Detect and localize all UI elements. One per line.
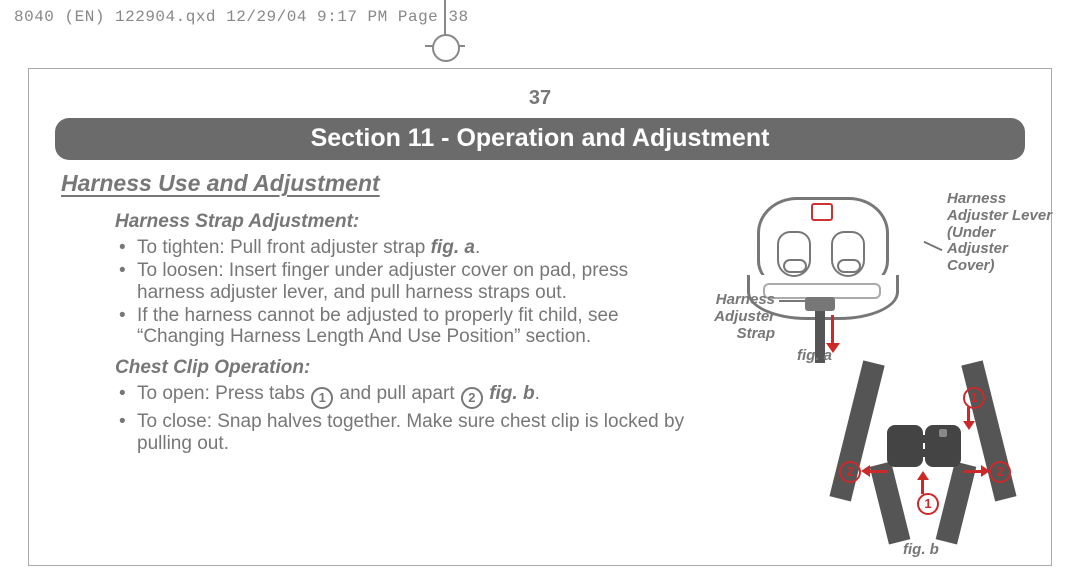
step-1-marker: 1 bbox=[963, 387, 985, 409]
chest-clip-heading: Chest Clip Operation: bbox=[115, 357, 685, 379]
fig-ref: fig. b bbox=[489, 383, 534, 404]
bullet-tighten: To tighten: Pull front adjuster strap fi… bbox=[137, 237, 685, 258]
strap-adjustment-list: To tighten: Pull front adjuster strap fi… bbox=[115, 237, 685, 347]
chest-clip-list: To open: Press tabs 1 and pull apart 2 f… bbox=[115, 383, 685, 454]
bullet-open: To open: Press tabs 1 and pull apart 2 f… bbox=[137, 383, 685, 409]
text-column: Harness Strap Adjustment: To tighten: Pu… bbox=[55, 205, 685, 565]
figure-column: Harness Adjuster Strap Harness Adjuster … bbox=[695, 205, 1025, 565]
step-1-icon: 1 bbox=[311, 387, 333, 409]
foot-right-shape bbox=[831, 231, 865, 277]
arrow-down-icon bbox=[831, 315, 840, 353]
clip-left-shape bbox=[887, 425, 923, 467]
step-2-marker: 2 bbox=[839, 461, 861, 483]
figure-a-caption: fig. a bbox=[797, 347, 832, 364]
label-text: Harness Adjuster Strap bbox=[714, 291, 775, 342]
label-harness-lever: Harness Adjuster Lever (Under Adjuster C… bbox=[947, 191, 1057, 275]
arrow-left-icon bbox=[861, 465, 888, 477]
bullet-loosen: To loosen: Insert finger under adjuster … bbox=[137, 260, 685, 303]
text-span: . bbox=[535, 383, 540, 404]
step-1-marker: 1 bbox=[917, 493, 939, 515]
page-frame: 37 Section 11 - Operation and Adjustment… bbox=[28, 68, 1052, 566]
text-span: . bbox=[475, 237, 480, 258]
buckle-shape bbox=[811, 203, 833, 221]
fig-ref: fig. a bbox=[431, 237, 475, 258]
figure-b-caption: fig. b bbox=[903, 541, 939, 558]
content-columns: Harness Strap Adjustment: To tighten: Pu… bbox=[55, 205, 1025, 565]
label-text: Harness Adjuster Lever (Under Adjuster C… bbox=[947, 190, 1052, 274]
page-number: 37 bbox=[55, 87, 1025, 110]
arrow-up-icon bbox=[921, 471, 929, 494]
figure-a: Harness Adjuster Strap Harness Adjuster … bbox=[735, 197, 905, 367]
step-2-icon: 2 bbox=[461, 387, 483, 409]
label-harness-strap: Harness Adjuster Strap bbox=[695, 292, 775, 342]
clip-right-shape bbox=[925, 425, 961, 467]
arrow-down-icon bbox=[967, 407, 975, 430]
bullet-cannot-adjust: If the harness cannot be adjusted to pro… bbox=[137, 305, 685, 348]
bullet-close: To close: Snap halves together. Make sur… bbox=[137, 411, 685, 454]
section-title-bar: Section 11 - Operation and Adjustment bbox=[55, 118, 1025, 160]
strap-adjustment-heading: Harness Strap Adjustment: bbox=[115, 211, 685, 233]
arrow-right-icon bbox=[963, 465, 990, 477]
foot-left-shape bbox=[777, 231, 811, 277]
text-span: and pull apart bbox=[334, 383, 460, 404]
text-span: To tighten: Pull front adjuster strap bbox=[137, 237, 431, 258]
crop-mark-top bbox=[425, 0, 465, 46]
step-2-marker: 2 bbox=[989, 461, 1011, 483]
source-file-header: 8040 (EN) 122904.qxd 12/29/04 9:17 PM Pa… bbox=[14, 8, 469, 26]
text-span: To open: Press tabs bbox=[137, 383, 310, 404]
subsection-heading: Harness Use and Adjustment bbox=[55, 170, 1025, 197]
figure-b: 1 1 2 2 fig. b bbox=[833, 363, 1013, 563]
